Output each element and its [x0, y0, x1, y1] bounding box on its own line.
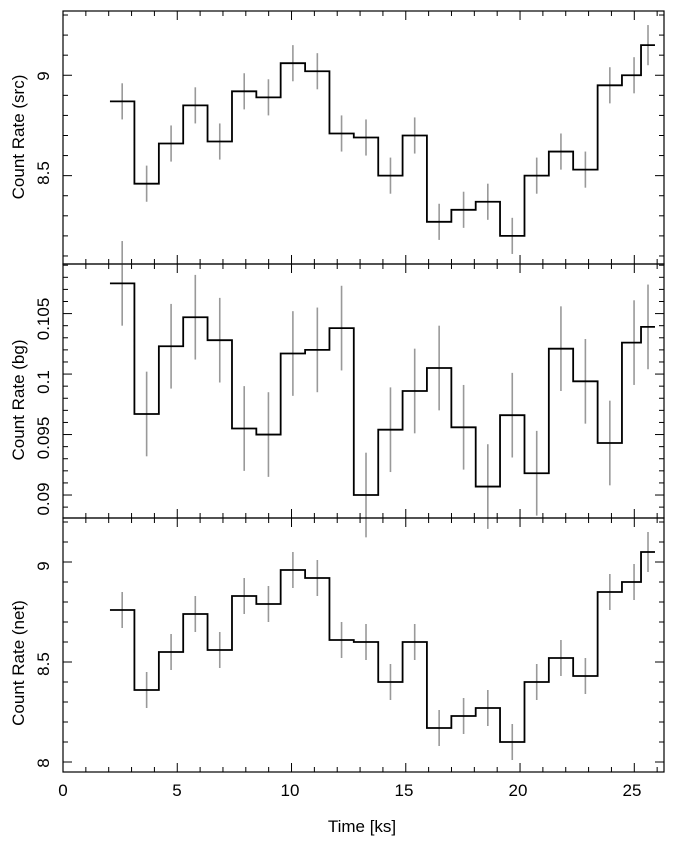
panel-bg: 0.09 0.095 0.1 0.105 Count Rate (bg): [9, 241, 665, 538]
bg-ytick-label: 0.09: [34, 482, 53, 515]
bg-plot-frame: [62, 263, 665, 519]
bg-ylabel: Count Rate (bg): [9, 340, 28, 461]
bg-ytick-label: 0.1: [34, 370, 53, 394]
bg-ytick-label: 0.105: [34, 298, 53, 341]
bg-step-line: [109, 282, 655, 496]
net-plot-frame: [62, 517, 665, 773]
net-step-line: [109, 551, 655, 743]
src-ytick-label: 9: [34, 71, 53, 80]
net-ytick-label: 8: [34, 758, 53, 767]
panel-src: 8.5 9 Count Rate (src): [9, 10, 665, 265]
net-data-layer: [109, 532, 655, 760]
x-tick-label: 10: [281, 781, 300, 800]
net-ylabel: Count Rate (net): [9, 600, 28, 726]
x-tick-label: 15: [395, 781, 414, 800]
x-axis-label: Time [ks]: [328, 817, 396, 836]
net-ytick-label: 8.5: [34, 652, 53, 676]
x-tick-label: 5: [172, 781, 181, 800]
src-data-layer: [109, 25, 655, 254]
src-step-line: [109, 44, 655, 237]
bg-data-layer: [109, 241, 655, 538]
panel-net: 8 8.5 9 Count Rate (net) 0 5 10 15 20 25…: [9, 517, 665, 836]
src-ytick-label: 8.5: [34, 161, 53, 185]
bg-ytick-label: 0.095: [34, 417, 53, 460]
net-ticks: [62, 518, 664, 772]
src-ylabel: Count Rate (src): [9, 75, 28, 200]
x-tick-label: 0: [58, 781, 67, 800]
bg-ticks: [62, 264, 664, 518]
net-ytick-label: 9: [34, 561, 53, 570]
x-tick-label: 25: [623, 781, 642, 800]
x-tick-label: 20: [509, 781, 528, 800]
